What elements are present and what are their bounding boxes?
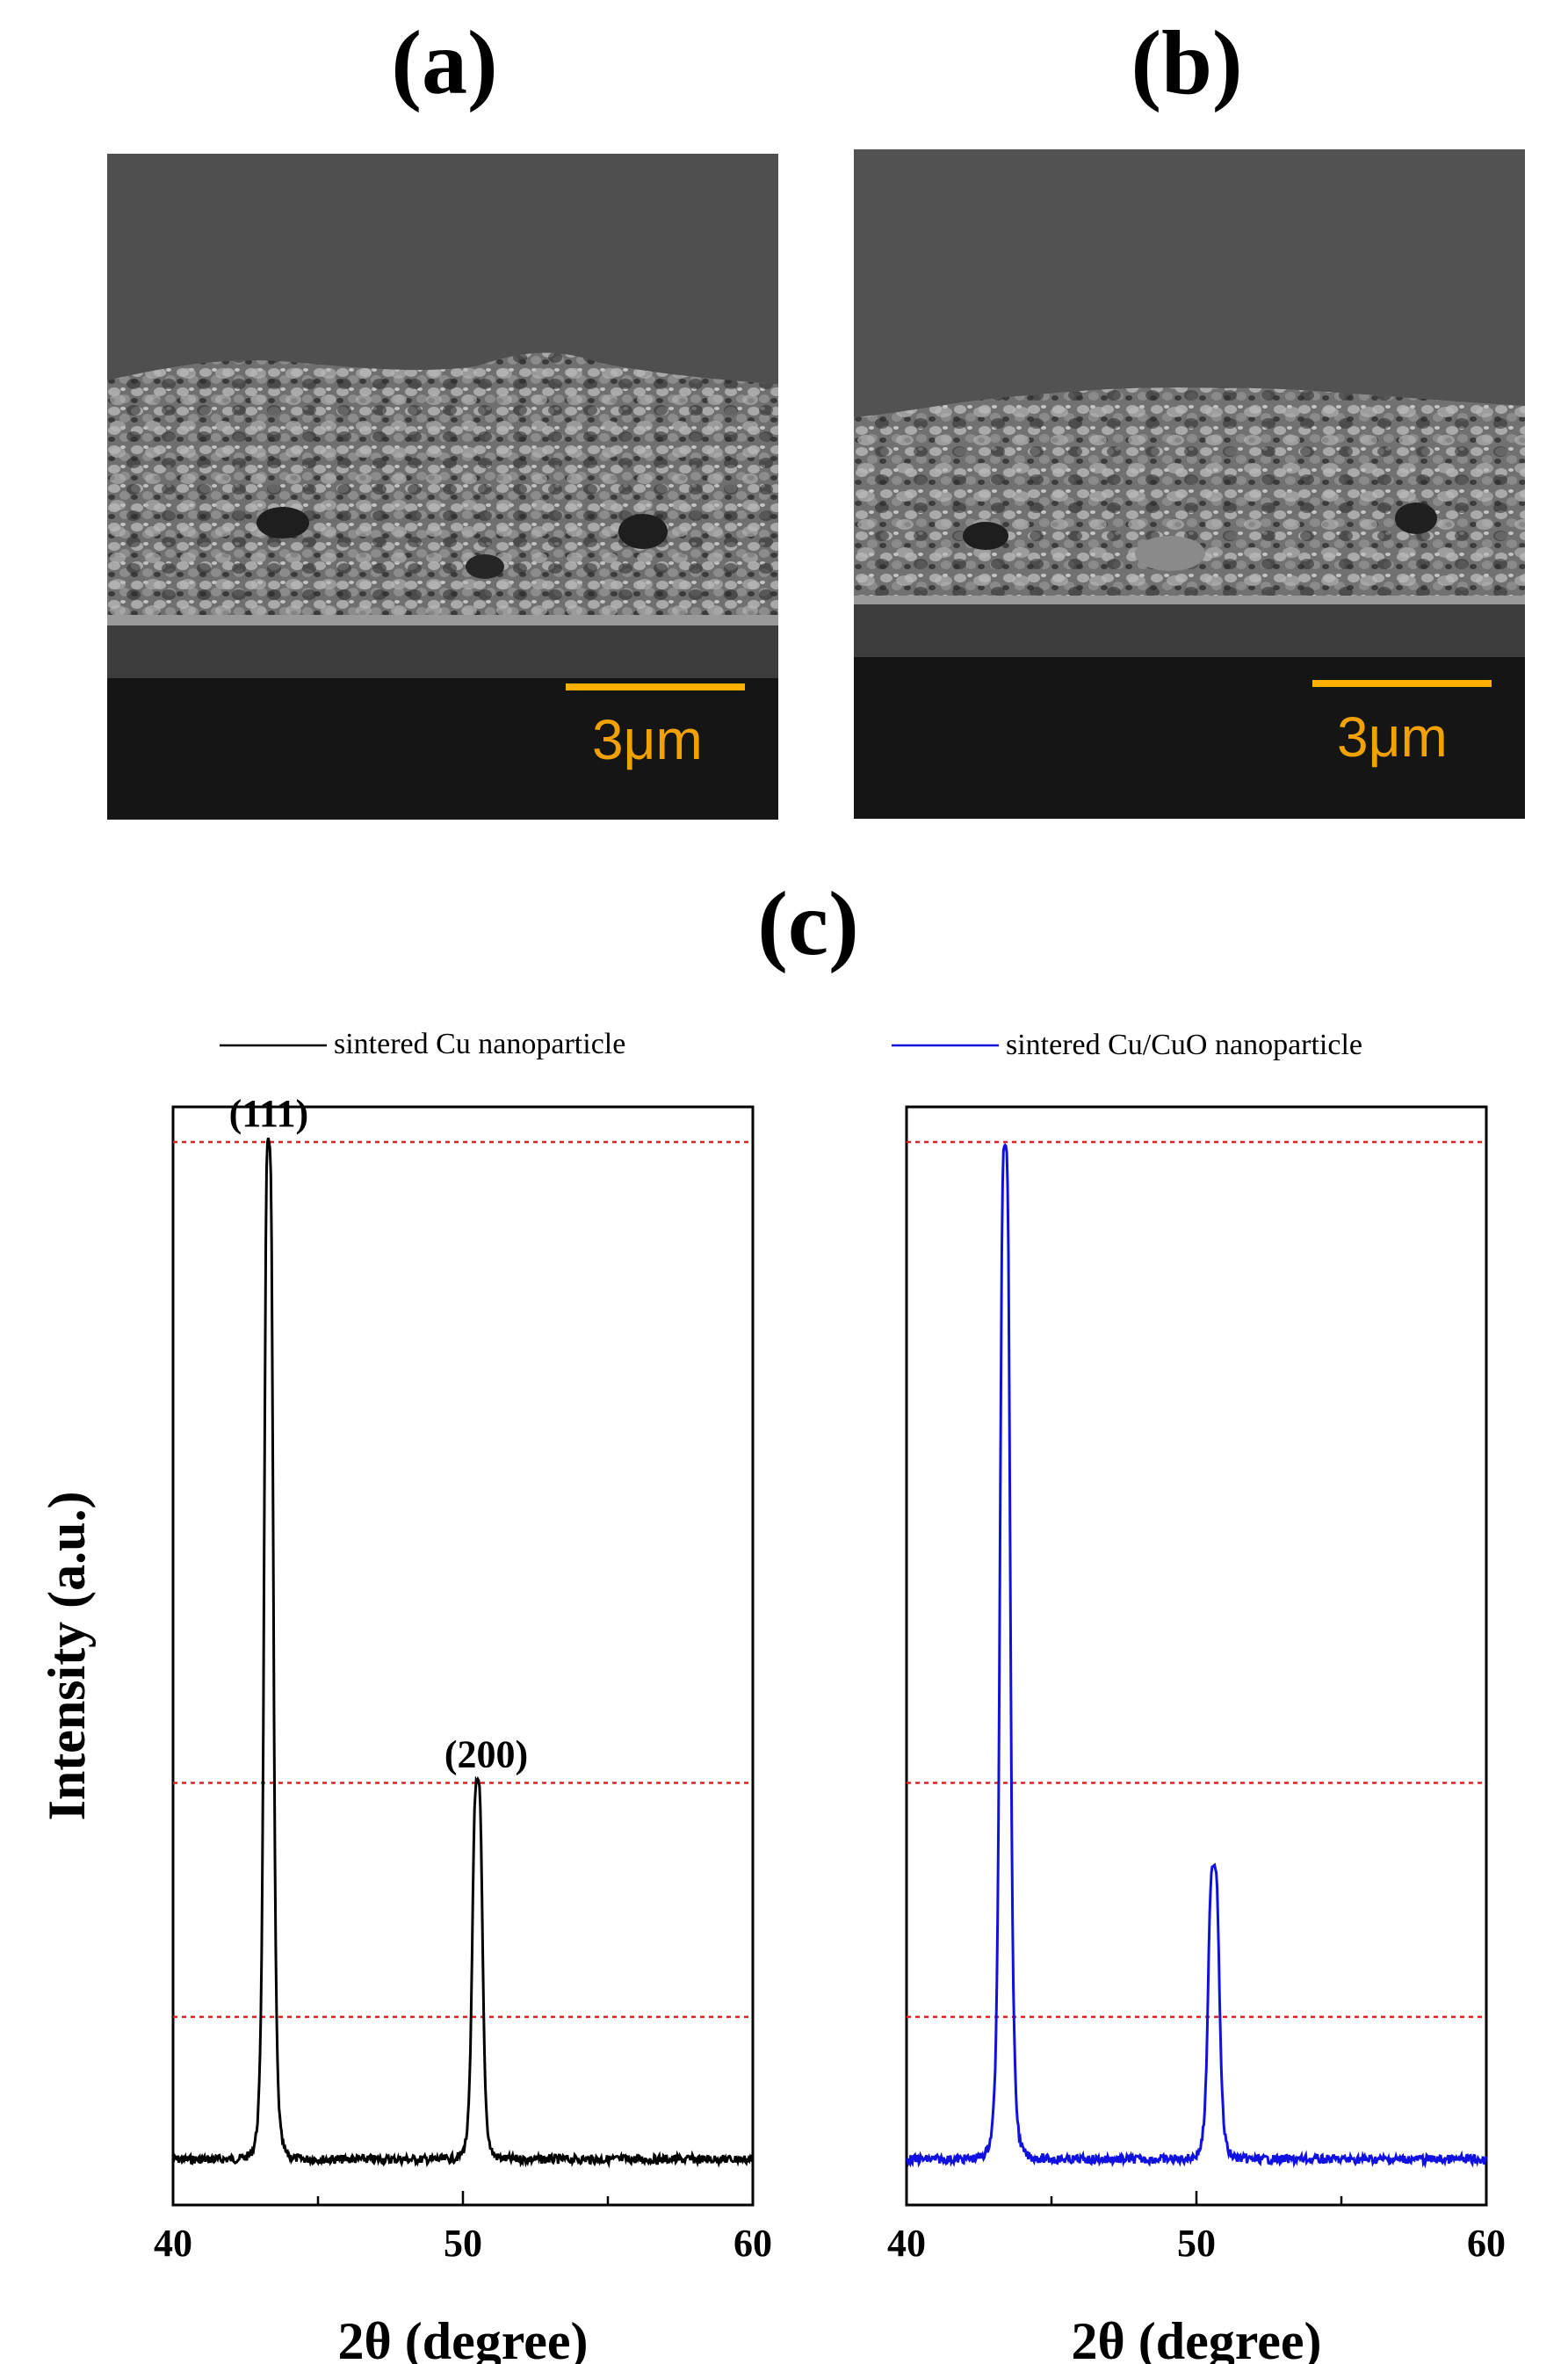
reference-lines-right [907, 1140, 1486, 2019]
x-tick-label-right-50: 50 [1177, 2222, 1216, 2265]
x-axis-label-left: 2θ (degree) [337, 2312, 588, 2364]
x-ticks-left: 40 50 60 [154, 2191, 772, 2265]
sem-micrograph-a [107, 154, 778, 820]
legend-label-right: sintered Cu/CuO nanoparticle [1006, 1029, 1362, 1061]
chart-left: sintered Cu nanoparticle 40 50 60 (111) (2… [38, 1028, 772, 2364]
series-line-sintered-cu [172, 1138, 755, 2169]
x-tick-label-left-50: 50 [444, 2222, 482, 2265]
reference-lines-left [173, 1140, 753, 2019]
x-ticks-right: 40 50 60 [887, 2191, 1506, 2265]
x-axis-label-right: 2θ (degree) [1071, 2312, 1321, 2364]
panel-label-c: (c) [757, 873, 859, 974]
xrd-chart-figure: sintered Cu nanoparticle 40 50 60 (111) (2… [38, 1028, 1506, 2364]
x-tick-label-right-60: 60 [1467, 2222, 1506, 2265]
scale-bar-label-b: 3μm [1337, 705, 1448, 769]
x-tick-label-left-40: 40 [154, 2222, 192, 2265]
x-tick-label-left-60: 60 [733, 2222, 772, 2265]
sem-image-a: 3μm [107, 154, 778, 820]
series-line-sintered-cu-cuo [906, 1143, 1488, 2169]
panel-label-b: (b) [1131, 12, 1243, 113]
legend-label-left: sintered Cu nanoparticle [334, 1028, 625, 1060]
chart-right: sintered Cu/CuO nanoparticle 40 50 60 2θ (… [887, 1029, 1506, 2364]
sem-image-b: 3μm [854, 149, 1525, 819]
peak-label-200: (200) [444, 1733, 528, 1776]
y-axis-label: Intensity (a.u.) [38, 1491, 96, 1820]
sem-micrograph-b [854, 149, 1525, 819]
scale-bar-b [1312, 680, 1492, 687]
peak-label-111: (111) [229, 1092, 308, 1135]
scale-bar-label-a: 3μm [592, 708, 703, 771]
panel-label-a: (a) [391, 12, 498, 113]
plot-frame-right [905, 1105, 1488, 2207]
x-tick-label-right-40: 40 [887, 2222, 926, 2265]
scale-bar-a [566, 683, 745, 690]
